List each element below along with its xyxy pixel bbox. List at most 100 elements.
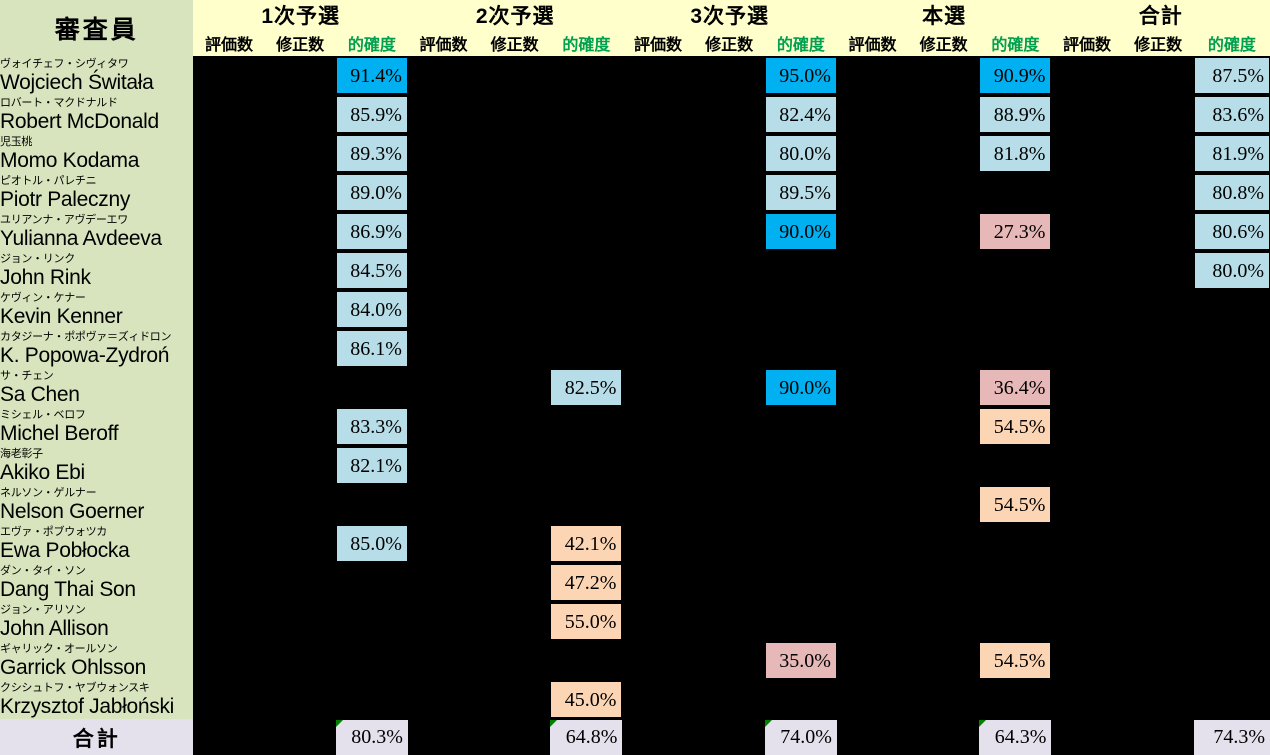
cell-r2-accuracy[interactable] — [550, 56, 623, 95]
cell-final-accuracy[interactable]: 54.5% — [979, 641, 1052, 680]
cell-r3-count[interactable] — [622, 134, 694, 173]
cell-total-count[interactable] — [1051, 95, 1123, 134]
cell-total-fix[interactable] — [1122, 95, 1194, 134]
cell-r1-accuracy[interactable] — [335, 641, 408, 680]
cell-r2-count[interactable] — [407, 251, 480, 290]
total-r3-accuracy[interactable]: 74.0% — [764, 719, 837, 755]
cell-r2-count[interactable] — [407, 485, 480, 524]
cell-r2-accuracy[interactable] — [550, 134, 623, 173]
cell-r3-accuracy[interactable] — [764, 524, 837, 563]
cell-r2-count[interactable] — [407, 524, 480, 563]
cell-r2-fix[interactable] — [479, 524, 551, 563]
cell-total-accuracy[interactable] — [1193, 446, 1270, 485]
cell-r3-fix[interactable] — [693, 329, 765, 368]
cell-r1-count[interactable] — [193, 212, 265, 251]
cell-r1-count[interactable] — [193, 407, 265, 446]
cell-r1-accuracy[interactable] — [335, 485, 408, 524]
cell-final-accuracy[interactable] — [979, 173, 1052, 212]
cell-r3-count[interactable] — [622, 641, 694, 680]
cell-final-count[interactable] — [836, 212, 909, 251]
cell-final-fix[interactable] — [908, 212, 980, 251]
cell-r3-count[interactable] — [622, 212, 694, 251]
cell-r1-fix[interactable] — [264, 134, 336, 173]
cell-final-fix[interactable] — [908, 446, 980, 485]
cell-r3-fix[interactable] — [693, 602, 765, 641]
table-row[interactable]: エヴァ・ポブウォツカ Ewa Pobłocka 85.0% 42.1% — [0, 524, 1270, 563]
cell-r2-accuracy[interactable] — [550, 641, 623, 680]
cell-r3-accuracy[interactable]: 82.4% — [764, 95, 837, 134]
cell-r3-fix[interactable] — [693, 680, 765, 719]
cell-r3-fix[interactable] — [693, 212, 765, 251]
judge-name-cell[interactable]: 海老彰子 Akiko Ebi — [0, 446, 194, 485]
cell-r2-count[interactable] — [407, 173, 480, 212]
judge-name-cell[interactable]: サ・チェン Sa Chen — [0, 368, 194, 407]
cell-r3-accuracy[interactable] — [764, 446, 837, 485]
cell-r3-accuracy[interactable]: 90.0% — [764, 368, 837, 407]
cell-final-accuracy[interactable]: 90.9% — [979, 56, 1052, 95]
cell-r2-fix[interactable] — [479, 290, 551, 329]
cell-r1-count[interactable] — [193, 173, 265, 212]
cell-r2-count[interactable] — [407, 134, 480, 173]
cell-r3-accuracy[interactable]: 89.5% — [764, 173, 837, 212]
cell-r3-count[interactable] — [622, 290, 694, 329]
total-r3-fix[interactable] — [693, 719, 765, 755]
cell-r3-fix[interactable] — [693, 524, 765, 563]
cell-r1-count[interactable] — [193, 485, 265, 524]
table-row[interactable]: ギャリック・オールソン Garrick Ohlsson 35.0% 54.5% — [0, 641, 1270, 680]
cell-r1-count[interactable] — [193, 329, 265, 368]
cell-r2-count[interactable] — [407, 56, 480, 95]
cell-r1-fix[interactable] — [264, 407, 336, 446]
judge-name-cell[interactable]: ジョン・アリソン John Allison — [0, 602, 194, 641]
cell-r2-accuracy[interactable] — [550, 95, 623, 134]
cell-total-fix[interactable] — [1122, 563, 1194, 602]
cell-r3-count[interactable] — [622, 173, 694, 212]
cell-r2-accuracy[interactable]: 42.1% — [550, 524, 623, 563]
cell-final-accuracy[interactable] — [979, 251, 1052, 290]
table-row[interactable]: ミシェル・ベロフ Michel Beroff 83.3% 54.5% — [0, 407, 1270, 446]
cell-r3-count[interactable] — [622, 446, 694, 485]
table-row[interactable]: ジョン・アリソン John Allison 55.0% — [0, 602, 1270, 641]
cell-r1-fix[interactable] — [264, 212, 336, 251]
total-r3-count[interactable] — [622, 719, 694, 755]
cell-r1-count[interactable] — [193, 680, 265, 719]
cell-final-accuracy[interactable] — [979, 563, 1052, 602]
cell-final-fix[interactable] — [908, 134, 980, 173]
cell-r2-fix[interactable] — [479, 641, 551, 680]
cell-r3-accuracy[interactable] — [764, 407, 837, 446]
cell-final-fix[interactable] — [908, 563, 980, 602]
total-r1-count[interactable] — [193, 719, 265, 755]
cell-r3-fix[interactable] — [693, 446, 765, 485]
cell-r1-fix[interactable] — [264, 56, 336, 95]
cell-final-count[interactable] — [836, 407, 909, 446]
cell-r1-accuracy[interactable]: 82.1% — [335, 446, 408, 485]
cell-r3-accuracy[interactable] — [764, 329, 837, 368]
table-row[interactable]: サ・チェン Sa Chen 82.5% 90.0% 36.4% — [0, 368, 1270, 407]
cell-r2-fix[interactable] — [479, 368, 551, 407]
cell-total-accuracy[interactable] — [1193, 680, 1270, 719]
cell-r3-fix[interactable] — [693, 368, 765, 407]
cell-total-accuracy[interactable]: 80.0% — [1193, 251, 1270, 290]
cell-final-accuracy[interactable] — [979, 329, 1052, 368]
cell-total-fix[interactable] — [1122, 134, 1194, 173]
cell-total-count[interactable] — [1051, 641, 1123, 680]
judge-name-cell[interactable]: ギャリック・オールソン Garrick Ohlsson — [0, 641, 194, 680]
cell-r3-count[interactable] — [622, 407, 694, 446]
cell-r3-accuracy[interactable]: 35.0% — [764, 641, 837, 680]
cell-r1-fix[interactable] — [264, 563, 336, 602]
cell-r3-accuracy[interactable] — [764, 290, 837, 329]
cell-r1-fix[interactable] — [264, 290, 336, 329]
cell-final-fix[interactable] — [908, 173, 980, 212]
total-total-fix[interactable] — [1122, 719, 1194, 755]
cell-r3-accuracy[interactable] — [764, 563, 837, 602]
cell-final-count[interactable] — [836, 290, 909, 329]
cell-final-count[interactable] — [836, 368, 909, 407]
cell-total-count[interactable] — [1051, 485, 1123, 524]
cell-final-count[interactable] — [836, 134, 909, 173]
cell-r3-count[interactable] — [622, 602, 694, 641]
cell-total-count[interactable] — [1051, 212, 1123, 251]
table-row[interactable]: ネルソン・ゲルナー Nelson Goerner 54.5% — [0, 485, 1270, 524]
cell-r3-fix[interactable] — [693, 56, 765, 95]
cell-r1-count[interactable] — [193, 524, 265, 563]
cell-r3-accuracy[interactable]: 80.0% — [764, 134, 837, 173]
cell-r2-fix[interactable] — [479, 134, 551, 173]
